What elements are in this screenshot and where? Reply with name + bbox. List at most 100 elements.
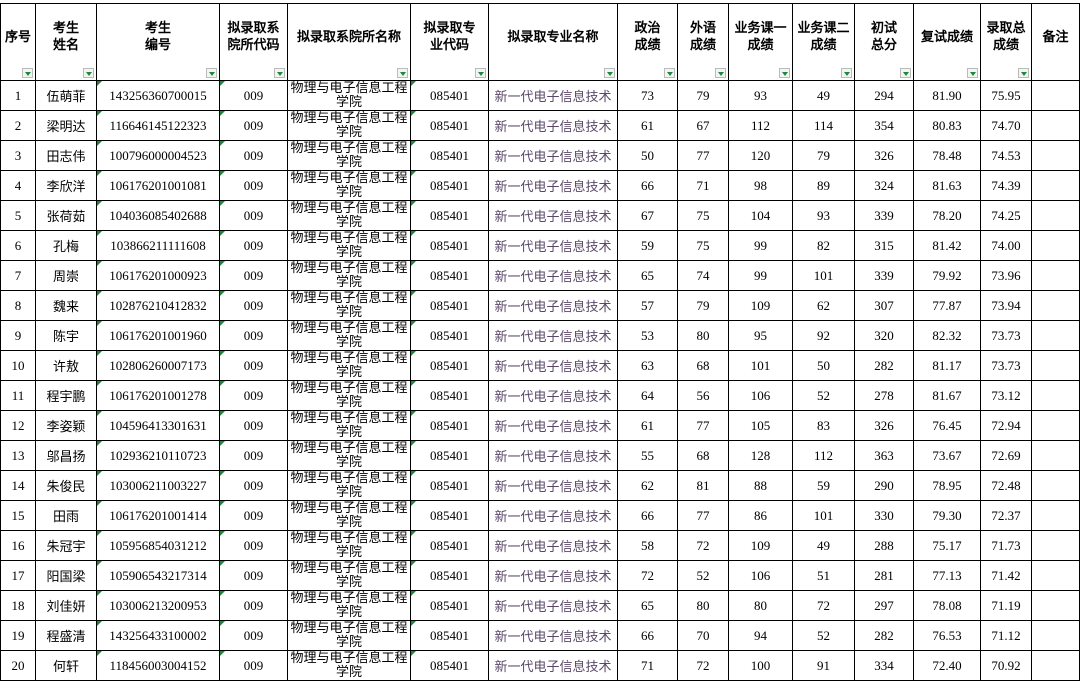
cell-politics[interactable]: 62: [617, 470, 678, 501]
cell-dept-name[interactable]: 物理与电子信息工程学院: [287, 440, 411, 471]
cell-dept-name[interactable]: 物理与电子信息工程学院: [287, 560, 411, 591]
cell-subject1[interactable]: 100: [728, 650, 793, 681]
cell-prelim-total[interactable]: 288: [854, 530, 914, 561]
cell-foreign-lang[interactable]: 80: [677, 590, 729, 621]
cell-subject1[interactable]: 109: [728, 290, 793, 321]
cell-final-total[interactable]: 75.95: [980, 80, 1032, 111]
cell-prelim-total[interactable]: 281: [854, 560, 914, 591]
cell-final-total[interactable]: 74.53: [980, 140, 1032, 171]
cell-remarks[interactable]: [1031, 290, 1080, 321]
cell-dept-name[interactable]: 物理与电子信息工程学院: [287, 290, 411, 321]
cell-final-total[interactable]: 74.70: [980, 110, 1032, 141]
cell-politics[interactable]: 66: [617, 500, 678, 531]
cell-subject2[interactable]: 52: [792, 380, 855, 411]
cell-seq[interactable]: 16: [0, 530, 36, 561]
cell-politics[interactable]: 67: [617, 200, 678, 231]
cell-final-total[interactable]: 73.96: [980, 260, 1032, 291]
cell-major-name[interactable]: 新一代电子信息技术: [488, 320, 618, 351]
filter-dropdown-icon[interactable]: [604, 68, 615, 78]
cell-name[interactable]: 周崇: [35, 260, 97, 291]
cell-prelim-total[interactable]: 297: [854, 590, 914, 621]
cell-subject2[interactable]: 51: [792, 560, 855, 591]
cell-seq[interactable]: 6: [0, 230, 36, 261]
cell-candidate-id[interactable]: 106176201001960: [96, 320, 220, 351]
cell-subject1[interactable]: 128: [728, 440, 793, 471]
cell-dept-code[interactable]: 009: [219, 80, 288, 111]
filter-dropdown-icon[interactable]: [397, 68, 408, 78]
cell-politics[interactable]: 66: [617, 170, 678, 201]
cell-prelim-total[interactable]: 326: [854, 410, 914, 441]
cell-foreign-lang[interactable]: 77: [677, 500, 729, 531]
cell-subject1[interactable]: 105: [728, 410, 793, 441]
cell-seq[interactable]: 15: [0, 500, 36, 531]
cell-major-name[interactable]: 新一代电子信息技术: [488, 110, 618, 141]
cell-candidate-id[interactable]: 118456003004152: [96, 650, 220, 681]
cell-foreign-lang[interactable]: 71: [677, 170, 729, 201]
cell-candidate-id[interactable]: 106176201001414: [96, 500, 220, 531]
cell-politics[interactable]: 61: [617, 410, 678, 441]
cell-candidate-id[interactable]: 143256433100002: [96, 620, 220, 651]
cell-candidate-id[interactable]: 143256360700015: [96, 80, 220, 111]
cell-prelim-total[interactable]: 363: [854, 440, 914, 471]
cell-subject2[interactable]: 72: [792, 590, 855, 621]
cell-major-name[interactable]: 新一代电子信息技术: [488, 410, 618, 441]
cell-foreign-lang[interactable]: 68: [677, 440, 729, 471]
cell-subject2[interactable]: 79: [792, 140, 855, 171]
cell-dept-code[interactable]: 009: [219, 200, 288, 231]
cell-final-total[interactable]: 74.00: [980, 230, 1032, 261]
cell-name[interactable]: 邬昌扬: [35, 440, 97, 471]
cell-name[interactable]: 田雨: [35, 500, 97, 531]
cell-major-name[interactable]: 新一代电子信息技术: [488, 440, 618, 471]
cell-politics[interactable]: 50: [617, 140, 678, 171]
cell-foreign-lang[interactable]: 68: [677, 350, 729, 381]
cell-seq[interactable]: 3: [0, 140, 36, 171]
cell-prelim-total[interactable]: 320: [854, 320, 914, 351]
cell-prelim-total[interactable]: 330: [854, 500, 914, 531]
cell-politics[interactable]: 58: [617, 530, 678, 561]
cell-dept-code[interactable]: 009: [219, 620, 288, 651]
cell-candidate-id[interactable]: 105956854031212: [96, 530, 220, 561]
cell-foreign-lang[interactable]: 75: [677, 200, 729, 231]
cell-foreign-lang[interactable]: 72: [677, 650, 729, 681]
cell-seq[interactable]: 8: [0, 290, 36, 321]
cell-prelim-total[interactable]: 290: [854, 470, 914, 501]
cell-major-code[interactable]: 085401: [410, 470, 489, 501]
filter-dropdown-icon[interactable]: [664, 68, 675, 78]
cell-retest[interactable]: 82.32: [913, 320, 981, 351]
filter-dropdown-icon[interactable]: [715, 68, 726, 78]
cell-politics[interactable]: 57: [617, 290, 678, 321]
cell-subject1[interactable]: 99: [728, 260, 793, 291]
cell-foreign-lang[interactable]: 74: [677, 260, 729, 291]
cell-prelim-total[interactable]: 334: [854, 650, 914, 681]
cell-subject2[interactable]: 101: [792, 500, 855, 531]
cell-subject1[interactable]: 95: [728, 320, 793, 351]
cell-remarks[interactable]: [1031, 260, 1080, 291]
cell-dept-code[interactable]: 009: [219, 410, 288, 441]
cell-major-code[interactable]: 085401: [410, 260, 489, 291]
cell-major-code[interactable]: 085401: [410, 380, 489, 411]
cell-subject2[interactable]: 112: [792, 440, 855, 471]
cell-seq[interactable]: 14: [0, 470, 36, 501]
cell-foreign-lang[interactable]: 77: [677, 140, 729, 171]
cell-major-name[interactable]: 新一代电子信息技术: [488, 560, 618, 591]
cell-foreign-lang[interactable]: 70: [677, 620, 729, 651]
cell-retest[interactable]: 81.63: [913, 170, 981, 201]
cell-major-name[interactable]: 新一代电子信息技术: [488, 500, 618, 531]
cell-dept-name[interactable]: 物理与电子信息工程学院: [287, 620, 411, 651]
cell-subject1[interactable]: 86: [728, 500, 793, 531]
cell-subject2[interactable]: 83: [792, 410, 855, 441]
cell-prelim-total[interactable]: 278: [854, 380, 914, 411]
cell-major-name[interactable]: 新一代电子信息技术: [488, 200, 618, 231]
cell-retest[interactable]: 78.08: [913, 590, 981, 621]
filter-dropdown-icon[interactable]: [967, 68, 978, 78]
cell-final-total[interactable]: 72.69: [980, 440, 1032, 471]
cell-major-code[interactable]: 085401: [410, 410, 489, 441]
cell-subject2[interactable]: 52: [792, 620, 855, 651]
cell-remarks[interactable]: [1031, 410, 1080, 441]
cell-foreign-lang[interactable]: 72: [677, 530, 729, 561]
cell-prelim-total[interactable]: 324: [854, 170, 914, 201]
filter-dropdown-icon[interactable]: [1018, 68, 1029, 78]
cell-dept-name[interactable]: 物理与电子信息工程学院: [287, 80, 411, 111]
cell-dept-code[interactable]: 009: [219, 170, 288, 201]
cell-foreign-lang[interactable]: 79: [677, 80, 729, 111]
